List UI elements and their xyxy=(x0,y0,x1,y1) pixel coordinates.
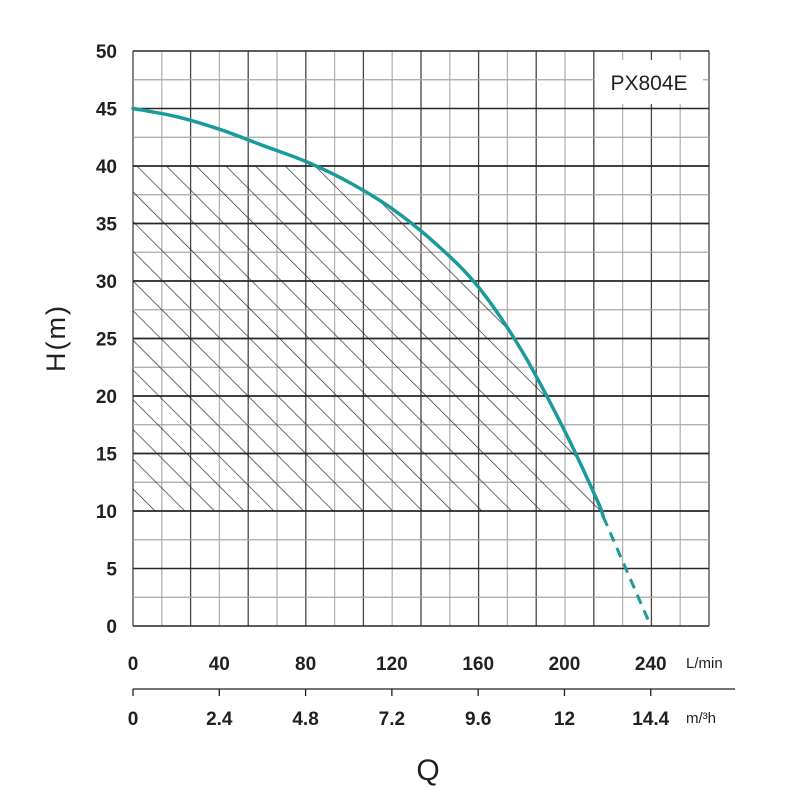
x-tick-label-lmin: 40 xyxy=(209,654,230,675)
x-tick-label-lmin: 200 xyxy=(549,654,581,675)
x-tick-label-m3h: 4.8 xyxy=(292,709,318,730)
x-tick-label-m3h: 12 xyxy=(554,709,575,730)
x-tick-label-m3h: 9.6 xyxy=(465,709,491,730)
chart-title: PX804E xyxy=(610,72,687,95)
x-tick-label-m3h: 0 xyxy=(128,709,139,730)
y-tick-label: 35 xyxy=(96,215,118,236)
x-tick-label-m3h: 14.4 xyxy=(632,709,669,730)
y-tick-label: 25 xyxy=(96,330,118,351)
x-tick-label-lmin: 120 xyxy=(376,654,408,675)
x-axis-label: Q xyxy=(416,754,439,787)
x-tick-label-lmin: 0 xyxy=(128,654,139,675)
hq-curve-solid xyxy=(131,106,606,519)
y-tick-label: 30 xyxy=(96,272,117,293)
y-tick-label: 15 xyxy=(96,445,118,466)
title-box-bg xyxy=(595,60,703,104)
x-tick-label-lmin: 240 xyxy=(635,654,667,675)
y-tick-label: 0 xyxy=(106,617,117,638)
y-tick-label: 50 xyxy=(96,42,117,63)
y-tick-label: 40 xyxy=(96,157,117,178)
y-tick-label: 5 xyxy=(106,560,117,581)
x-tick-label-lmin: 80 xyxy=(295,654,316,675)
x-tick-label-m3h: 2.4 xyxy=(206,709,233,730)
x-tick-label-lmin: 160 xyxy=(462,654,494,675)
y-tick-label: 20 xyxy=(96,387,117,408)
y-tick-label: 10 xyxy=(96,502,117,523)
x-unit-m3h: m/³h xyxy=(686,710,716,727)
hq-curve-dashed xyxy=(601,516,653,627)
y-axis-label: H(m) xyxy=(41,304,71,372)
x-tick-label-m3h: 7.2 xyxy=(379,709,405,730)
y-tick-label: 45 xyxy=(96,100,118,121)
x-unit-lmin: L/min xyxy=(686,655,723,672)
